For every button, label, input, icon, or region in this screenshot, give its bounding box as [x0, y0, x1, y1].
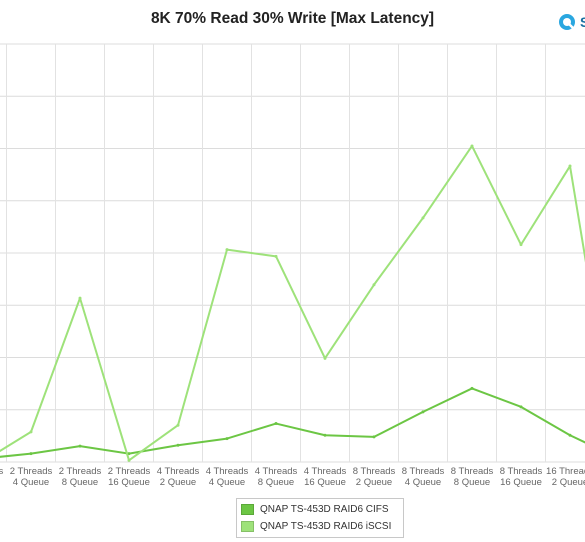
data-point [568, 433, 572, 437]
data-point [568, 164, 572, 168]
x-tick-label: 8 Threads 2 Queue [353, 466, 396, 488]
data-point [29, 430, 33, 434]
x-tick-label: 2 Threads 16 Queue [108, 466, 151, 488]
data-point [421, 216, 425, 220]
chart-grid [0, 43, 585, 463]
legend-item[interactable]: QNAP TS-453D RAID6 iSCSI [241, 518, 399, 535]
data-point [78, 444, 82, 448]
series-line [0, 387, 585, 458]
x-tick-label: 2 Threads 4 Queue [10, 466, 53, 488]
x-tick-label: 2 Threads 8 Queue [59, 466, 102, 488]
x-tick-label: 4 Threads 16 Queue [304, 466, 347, 488]
data-point [470, 386, 474, 390]
logo-text: S [580, 14, 585, 30]
legend-item[interactable]: QNAP TS-453D RAID6 CIFS [241, 501, 399, 518]
data-point [372, 435, 376, 439]
data-point [274, 254, 278, 258]
data-point [127, 458, 131, 462]
data-point [29, 452, 33, 456]
data-point [470, 144, 474, 148]
chart-series [0, 144, 585, 462]
data-point [225, 437, 229, 441]
data-point [519, 405, 523, 409]
x-tick-label: 8 Threads 4 Queue [402, 466, 445, 488]
chart-legend: QNAP TS-453D RAID6 CIFS QNAP TS-453D RAI… [236, 498, 404, 538]
brand-logo: S [558, 13, 585, 31]
data-point [274, 422, 278, 426]
legend-swatch [241, 504, 254, 515]
data-point [78, 296, 82, 300]
x-tick-label: 8 Threads 8 Queue [451, 466, 494, 488]
legend-label: QNAP TS-453D RAID6 CIFS [260, 504, 389, 515]
legend-swatch [241, 521, 254, 532]
data-point [421, 410, 425, 414]
data-point [176, 423, 180, 427]
series-line [0, 144, 585, 462]
data-point [323, 433, 327, 437]
x-tick-label: 4 Threads 2 Queue [157, 466, 200, 488]
data-point [372, 283, 376, 287]
x-tick-label: 4 Threads 8 Queue [255, 466, 298, 488]
data-point [323, 356, 327, 360]
data-point [176, 443, 180, 447]
storagereview-logo-icon [559, 14, 575, 30]
x-tick-label: 8 Threads 16 Queue [500, 466, 543, 488]
data-point [519, 243, 523, 247]
legend-label: QNAP TS-453D RAID6 iSCSI [260, 521, 392, 532]
data-point [225, 248, 229, 252]
chart-title: 8K 70% Read 30% Write [Max Latency] [150, 10, 435, 27]
x-tick-label: 4 Threads 4 Queue [206, 466, 249, 488]
